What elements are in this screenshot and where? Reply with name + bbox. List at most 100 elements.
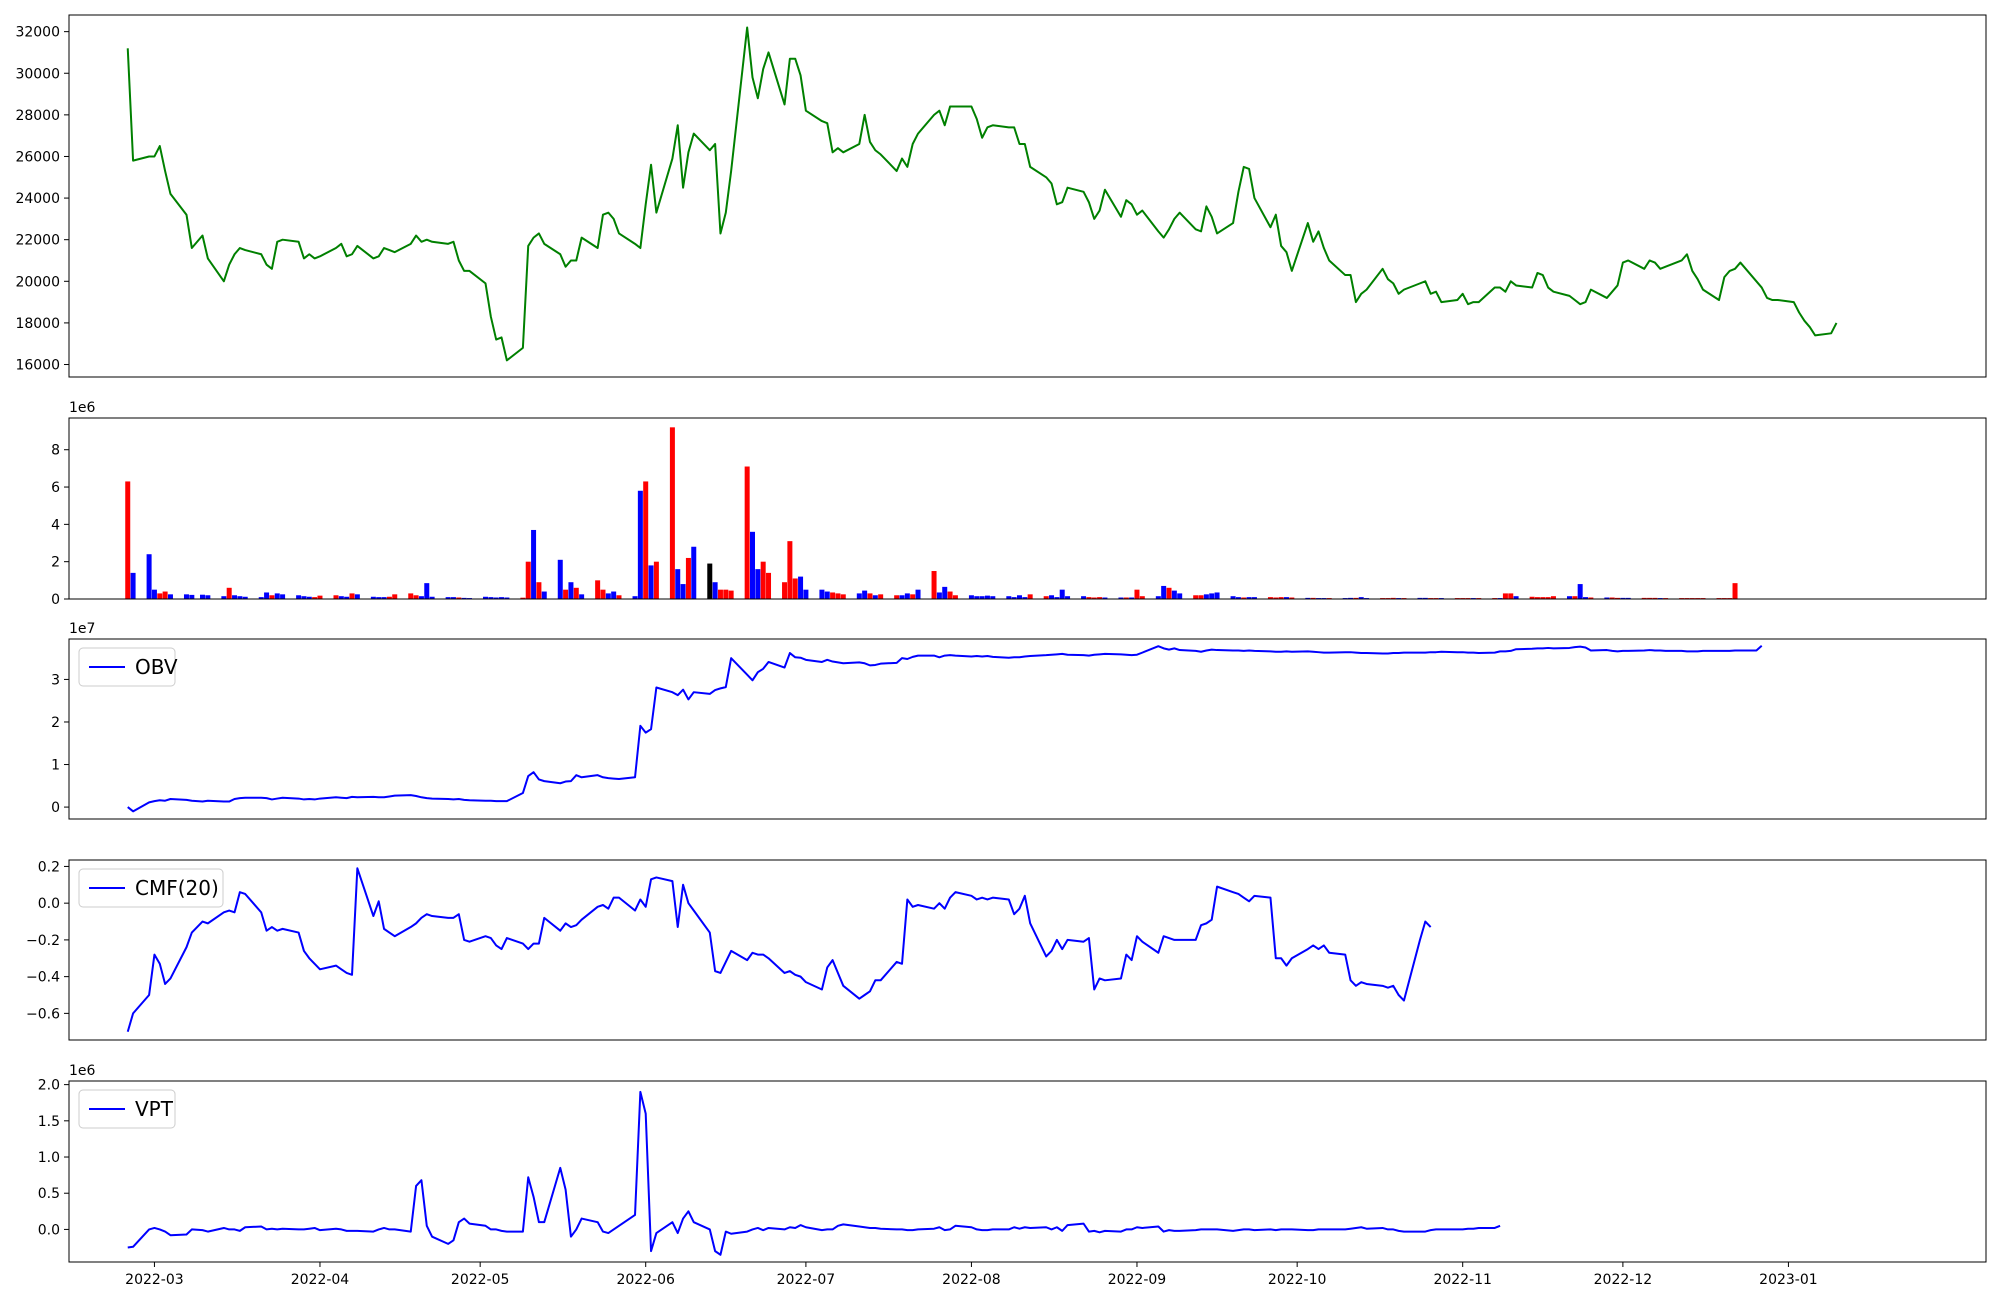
volume-bar	[1016, 595, 1022, 599]
volume-bar	[819, 589, 825, 599]
volume-bar	[1550, 596, 1556, 599]
volume-bar	[1043, 596, 1049, 599]
volume-bar	[450, 597, 456, 599]
volume-bar	[680, 584, 686, 599]
y-tick-label: 8	[51, 443, 60, 459]
volume-bar	[1166, 587, 1172, 599]
volume-bar	[183, 594, 189, 599]
obv-line	[127, 645, 1763, 813]
volume-axes-frame	[68, 417, 1987, 600]
cmf-axes-frame	[68, 859, 1987, 1041]
volume-bar	[856, 593, 862, 599]
price-panel: 16000 18000 20000 22000 24000 26000 28000 30000…	[15, 14, 1987, 378]
obv-axes-frame	[68, 638, 1987, 820]
volume-bar	[1289, 597, 1295, 599]
volume-bar	[1054, 597, 1060, 599]
volume-bar	[685, 557, 691, 599]
volume-bar	[931, 571, 937, 599]
volume-bar	[130, 572, 136, 599]
volume-bar	[1267, 597, 1273, 599]
volume-bar	[1246, 597, 1252, 599]
volume-bars	[125, 427, 1738, 599]
volume-bar	[579, 594, 585, 599]
volume-bar	[632, 596, 638, 599]
volume-bar	[910, 594, 916, 599]
volume-bar	[376, 597, 382, 599]
y-tick-label: 24000	[15, 191, 60, 207]
volume-bar	[499, 597, 505, 599]
volume-bar	[1022, 597, 1028, 599]
volume-bar	[1529, 596, 1535, 599]
volume-bar	[456, 597, 462, 599]
volume-bar	[386, 596, 392, 599]
volume-bar	[392, 594, 398, 599]
y-tick-label: 2	[51, 555, 60, 571]
volume-bar	[728, 590, 734, 599]
volume-bar	[750, 531, 755, 599]
volume-bar	[840, 594, 846, 599]
volume-bar	[947, 591, 953, 599]
volume-bar	[1086, 597, 1092, 599]
volume-bar	[1422, 597, 1428, 599]
legend-box	[78, 647, 176, 687]
volume-bar	[1417, 597, 1423, 599]
legend-box	[78, 868, 224, 908]
volume-bar	[488, 597, 494, 599]
volume-bar	[274, 593, 280, 599]
volume-bar	[1139, 596, 1145, 599]
volume-bar	[189, 594, 195, 599]
y-tick-label: 0	[51, 800, 60, 816]
y-tick-label: 22000	[15, 233, 60, 249]
volume-bar	[936, 592, 942, 599]
volume-bar	[712, 582, 718, 599]
price-axes-frame	[68, 14, 1987, 378]
volume-bar	[648, 565, 654, 599]
volume-bar	[1604, 597, 1610, 599]
volume-bar	[1027, 594, 1033, 599]
y-tick-label: 18000	[15, 316, 60, 332]
x-tick-label: 2022-10	[1268, 1272, 1327, 1288]
volume-bar	[1508, 593, 1514, 599]
volume-bar	[493, 597, 499, 599]
volume-bar	[536, 582, 542, 599]
volume-bar	[1011, 597, 1017, 599]
y-tick-label: 2.0	[38, 1078, 60, 1094]
y-tick-label: 16000	[15, 358, 60, 374]
volume-bar	[1081, 596, 1087, 599]
volume-bar	[424, 583, 430, 599]
volume-bar	[707, 563, 713, 599]
volume-bar	[1059, 589, 1065, 599]
volume-bar	[669, 427, 675, 599]
volume-bar	[1161, 585, 1167, 599]
volume-bar	[541, 591, 547, 599]
volume-bar	[744, 466, 750, 599]
volume-bar	[1118, 597, 1124, 599]
volume-bar	[445, 597, 451, 599]
price-line	[126, 26, 1838, 362]
volume-bar	[1348, 597, 1354, 599]
x-tick-label: 2022-12	[1594, 1272, 1653, 1288]
volume-bar	[611, 591, 617, 599]
volume-bar	[258, 597, 264, 599]
volume-bar	[418, 596, 424, 599]
volume-bar	[221, 596, 227, 599]
x-tick-label: 2022-05	[451, 1272, 510, 1288]
y-tick-label: 26000	[15, 149, 60, 165]
volume-bar	[878, 594, 884, 599]
volume-bar	[1625, 597, 1631, 599]
volume-bar	[504, 597, 510, 599]
volume-bar	[1241, 597, 1247, 599]
x-tick-label: 2022-06	[616, 1272, 675, 1288]
volume-bar	[301, 596, 307, 599]
y-tick-label: 0.0	[38, 896, 60, 912]
y-tick-label: 2	[51, 715, 60, 731]
volume-bar	[1134, 589, 1140, 599]
volume-bar	[1214, 592, 1220, 599]
volume-bar	[237, 596, 243, 599]
volume-bar	[1566, 596, 1572, 599]
volume-bar	[264, 592, 270, 599]
y-tick-label: 0	[51, 592, 60, 608]
volume-bar	[296, 595, 302, 599]
volume-bar	[894, 595, 900, 599]
x-tick-label: 2022-11	[1433, 1272, 1492, 1288]
